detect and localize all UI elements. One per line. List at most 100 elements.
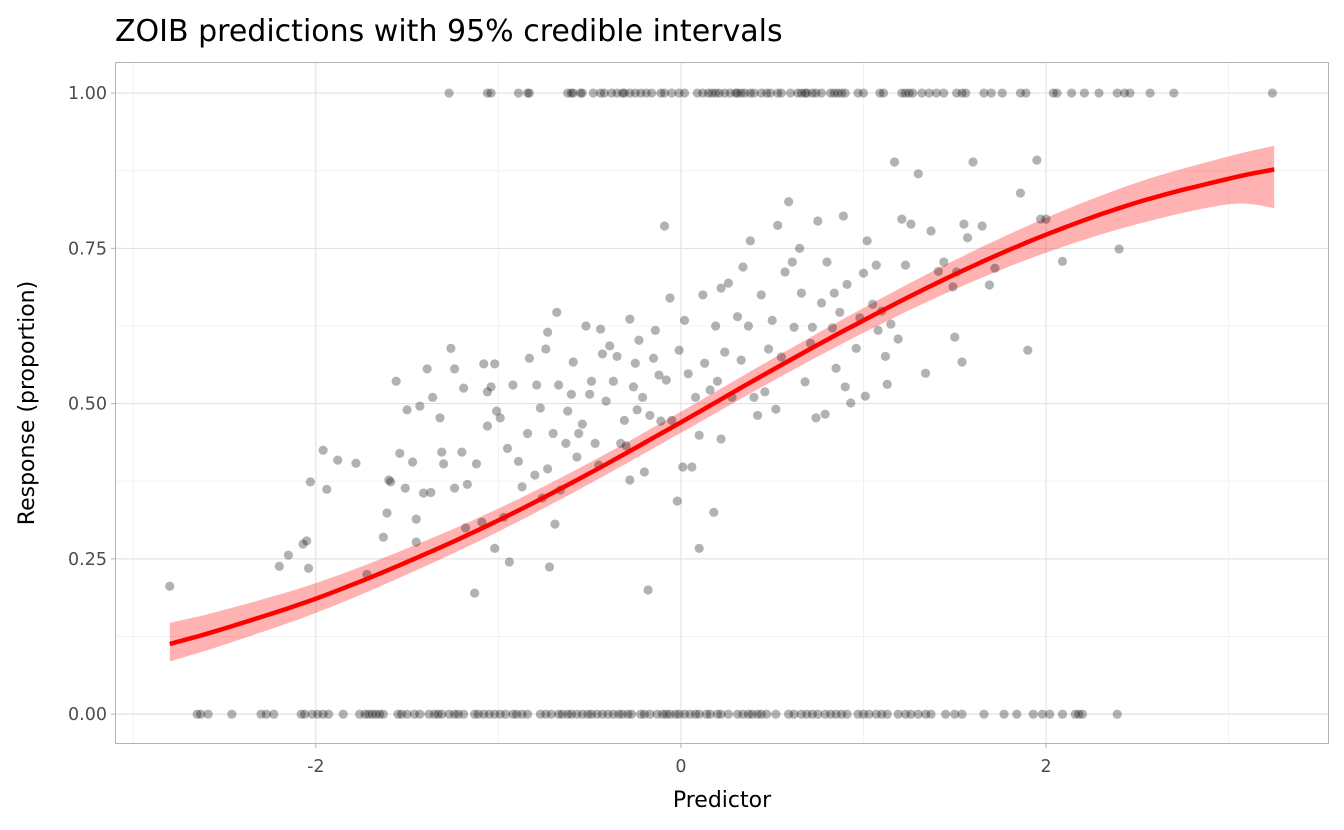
data-point	[617, 709, 628, 719]
data-point	[784, 197, 794, 207]
data-point	[590, 438, 600, 448]
data-point	[886, 319, 896, 329]
data-point	[747, 709, 757, 719]
data-point	[904, 88, 914, 98]
y-axis-title: Response (proportion)	[15, 281, 40, 525]
data-point	[637, 392, 648, 403]
data-point	[203, 709, 213, 719]
data-point	[543, 327, 553, 337]
data-point	[920, 368, 931, 378]
data-point	[597, 709, 608, 719]
data-point	[690, 392, 701, 403]
data-point	[871, 260, 881, 270]
data-point	[439, 459, 449, 469]
data-point	[858, 88, 869, 98]
data-point	[1169, 88, 1179, 98]
data-point	[605, 341, 615, 351]
data-point	[793, 88, 803, 98]
data-point	[546, 709, 556, 719]
data-point	[318, 709, 328, 719]
data-point	[588, 88, 598, 98]
data-point	[658, 709, 668, 719]
data-point	[532, 380, 542, 390]
data-point	[694, 709, 704, 719]
data-point	[941, 709, 951, 719]
data-point	[771, 404, 781, 414]
data-point	[641, 88, 651, 98]
data-point	[535, 709, 545, 719]
data-point	[397, 709, 407, 719]
data-point	[948, 282, 958, 292]
data-point	[683, 369, 693, 379]
data-point	[504, 557, 514, 567]
data-point	[395, 448, 405, 458]
data-point	[393, 709, 403, 719]
data-point	[1114, 244, 1124, 254]
y-tick-label: 1.00	[68, 84, 107, 104]
data-point	[826, 709, 836, 719]
data-point	[740, 88, 750, 98]
data-point	[674, 709, 684, 719]
data-point	[606, 88, 617, 98]
data-point	[720, 347, 730, 357]
data-point	[816, 298, 827, 308]
data-point	[979, 709, 989, 719]
data-point	[725, 88, 735, 98]
data-point	[482, 421, 493, 431]
data-points	[165, 88, 1278, 719]
data-point	[836, 709, 847, 719]
x-tick-label: 2	[1040, 757, 1051, 777]
data-point	[382, 508, 392, 518]
data-point	[428, 392, 438, 403]
data-point	[307, 709, 317, 719]
data-point	[1074, 709, 1084, 719]
data-point	[566, 88, 576, 98]
data-point	[517, 482, 527, 492]
data-point	[568, 357, 578, 367]
data-point	[698, 290, 708, 300]
data-point	[674, 88, 684, 98]
data-point	[1032, 155, 1042, 165]
data-point	[716, 283, 726, 293]
data-point	[711, 88, 721, 98]
data-point	[459, 383, 469, 393]
data-point	[552, 307, 562, 317]
data-point	[424, 709, 434, 719]
data-point	[415, 709, 425, 719]
data-point	[628, 382, 639, 392]
data-point	[900, 709, 911, 719]
data-point	[756, 290, 766, 300]
data-point	[813, 216, 823, 226]
data-point	[592, 709, 602, 719]
data-point	[924, 88, 934, 98]
data-point	[625, 314, 635, 324]
data-point	[544, 562, 555, 572]
data-point	[933, 266, 943, 276]
data-point	[1048, 88, 1058, 98]
data-point	[435, 413, 445, 423]
data-point	[364, 709, 374, 719]
data-point	[990, 263, 1000, 273]
data-point	[698, 88, 708, 98]
data-point	[323, 709, 334, 719]
data-point	[621, 441, 631, 451]
data-point	[1021, 88, 1031, 98]
data-point	[931, 88, 942, 98]
data-point	[652, 709, 662, 719]
data-point	[862, 236, 872, 246]
data-point	[913, 169, 923, 179]
data-point	[763, 344, 774, 354]
data-point	[482, 387, 493, 397]
data-point	[796, 88, 807, 98]
data-point	[787, 257, 797, 267]
data-point	[630, 88, 640, 98]
data-point	[802, 88, 812, 98]
data-point	[678, 462, 688, 472]
data-point	[802, 709, 812, 719]
data-point	[951, 88, 962, 98]
data-point	[822, 257, 832, 267]
data-point	[411, 537, 421, 547]
grid-lines	[115, 62, 1329, 744]
data-point	[807, 88, 817, 98]
data-point	[1145, 88, 1155, 98]
